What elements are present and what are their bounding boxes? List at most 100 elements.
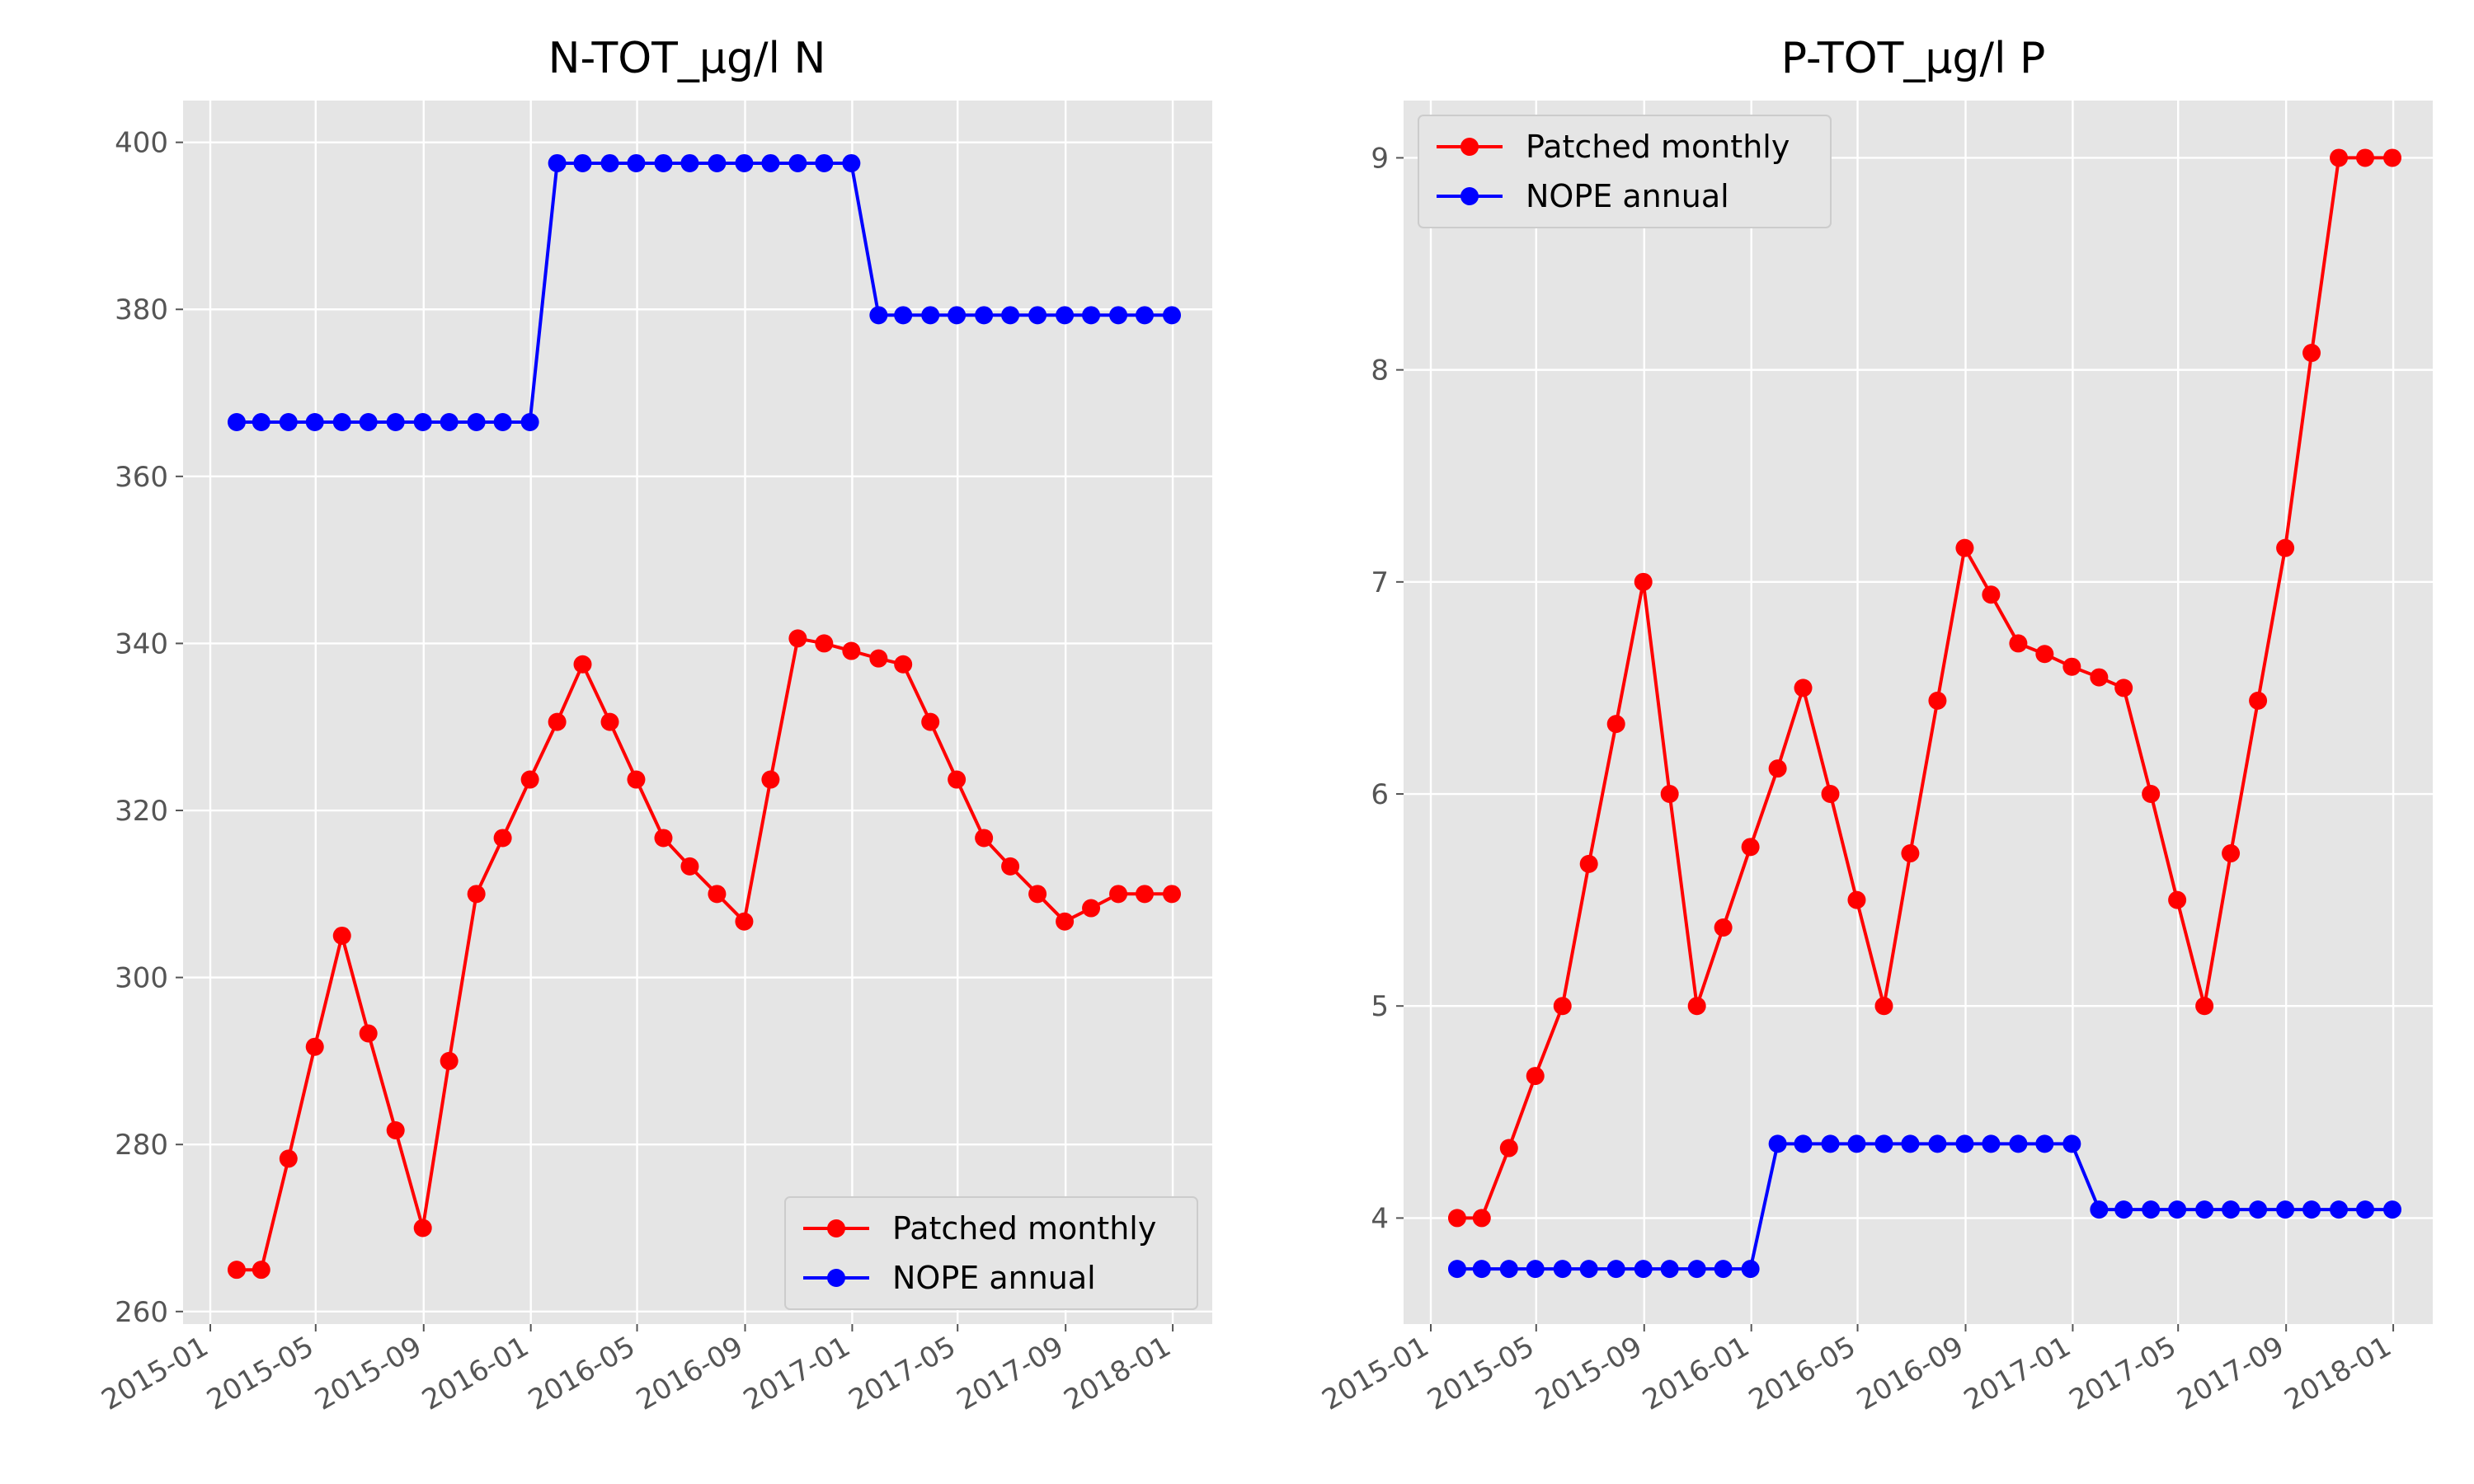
data-point — [1928, 1134, 1947, 1153]
data-point — [252, 412, 270, 431]
data-point — [975, 306, 994, 325]
x-tick-label: 2015-05 — [201, 1330, 319, 1417]
data-point — [1634, 1260, 1653, 1279]
data-point — [2142, 785, 2161, 804]
x-tick-label: 2016-01 — [416, 1330, 534, 1417]
data-point — [548, 153, 567, 172]
data-point — [1001, 857, 1020, 876]
data-point — [1499, 1260, 1518, 1279]
y-tick-label: 9 — [1371, 142, 1389, 175]
data-point — [2249, 1200, 2268, 1219]
data-point — [493, 829, 512, 848]
data-point — [493, 412, 512, 431]
data-point — [520, 412, 539, 431]
legend-marker — [827, 1219, 845, 1237]
data-point — [708, 885, 727, 904]
data-point — [1526, 1260, 1545, 1279]
x-tick-label: 2017-01 — [738, 1330, 856, 1417]
data-point — [2090, 668, 2109, 687]
data-point — [2168, 1200, 2187, 1219]
x-tick-label: 2016-09 — [1851, 1330, 1969, 1417]
data-point — [1794, 1134, 1813, 1153]
data-point — [332, 926, 351, 945]
y-tick-label: 340 — [115, 627, 168, 660]
x-tick-label: 2018-01 — [2279, 1330, 2397, 1417]
data-point — [680, 857, 699, 876]
data-point — [2383, 1200, 2402, 1219]
data-point — [2222, 1200, 2241, 1219]
data-point — [1714, 1260, 1733, 1279]
data-point — [1606, 715, 1625, 734]
y-tick-label: 300 — [115, 962, 168, 995]
data-point — [1741, 1260, 1760, 1279]
data-point — [2035, 645, 2054, 664]
y-tick-label: 360 — [115, 461, 168, 494]
legend-marker — [1460, 187, 1479, 205]
data-point — [842, 153, 861, 172]
data-point — [2383, 148, 2402, 167]
data-point — [1687, 1260, 1706, 1279]
data-point — [1447, 1209, 1466, 1228]
data-point — [1028, 885, 1047, 904]
data-point — [2035, 1134, 2054, 1153]
x-tick-label: 2016-01 — [1637, 1330, 1755, 1417]
data-point — [1874, 1134, 1893, 1153]
data-point — [627, 770, 646, 789]
series-line — [1457, 156, 2392, 1220]
y-tick-label: 4 — [1371, 1202, 1389, 1235]
data-point — [2009, 1134, 2028, 1153]
data-point — [2330, 148, 2349, 167]
data-point — [921, 712, 940, 731]
data-point — [2114, 1200, 2133, 1219]
data-point — [1928, 691, 1947, 710]
data-point — [1579, 1260, 1598, 1279]
data-point — [1136, 885, 1155, 904]
x-tick-label: 2016-05 — [1743, 1330, 1861, 1417]
data-point — [1109, 306, 1128, 325]
data-point — [467, 412, 486, 431]
legend-label: NOPE annual — [892, 1260, 1096, 1296]
data-point — [1794, 679, 1813, 697]
data-point — [975, 829, 994, 848]
data-point — [2276, 538, 2295, 557]
data-point — [2114, 679, 2133, 697]
data-point — [2090, 1200, 2109, 1219]
data-point — [708, 153, 727, 172]
legend-label: Patched monthly — [892, 1210, 1156, 1247]
y-tick-label: 260 — [115, 1296, 168, 1329]
data-point — [1955, 538, 1974, 557]
data-point — [1082, 306, 1101, 325]
data-point — [948, 306, 967, 325]
x-tick-label: 2016-05 — [523, 1330, 641, 1417]
data-point — [2062, 1134, 2081, 1153]
data-point — [600, 712, 619, 731]
data-point — [1901, 844, 1920, 863]
data-point — [1982, 585, 2001, 604]
legend-box — [1418, 115, 1832, 228]
data-point — [573, 153, 592, 172]
y-tick-label: 280 — [115, 1129, 168, 1162]
data-point — [654, 829, 673, 848]
x-tick-label: 2015-05 — [1422, 1330, 1540, 1417]
data-point — [2356, 148, 2375, 167]
data-point — [467, 885, 486, 904]
data-point — [1056, 912, 1075, 931]
data-point — [1687, 997, 1706, 1016]
data-point — [1056, 306, 1075, 325]
data-point — [1579, 854, 1598, 873]
data-point — [1660, 1260, 1679, 1279]
data-point — [680, 153, 699, 172]
data-point — [842, 641, 861, 660]
x-tick-label: 2017-09 — [2172, 1330, 2290, 1417]
data-point — [1874, 997, 1893, 1016]
data-point — [1109, 885, 1128, 904]
y-tick-label: 380 — [115, 294, 168, 326]
data-point — [440, 412, 459, 431]
data-point — [1472, 1260, 1491, 1279]
data-point — [252, 1261, 270, 1280]
data-point — [1001, 306, 1020, 325]
x-tick-label: 2015-09 — [1530, 1330, 1648, 1417]
y-tick-label: 6 — [1371, 778, 1389, 811]
data-point — [2195, 1200, 2214, 1219]
data-point — [1847, 890, 1866, 909]
